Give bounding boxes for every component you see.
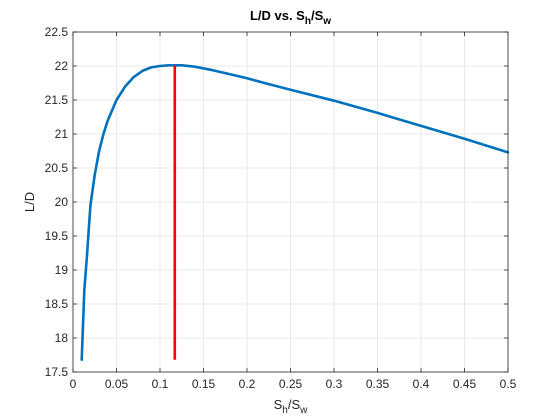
x-tick-label: 0.25 [279,377,303,391]
y-tick-label: 18.5 [45,297,69,311]
x-tick-label: 0.45 [453,377,477,391]
x-tick-label: 0 [70,377,77,391]
y-tick-label: 19 [55,263,69,277]
x-tick-label: 0.4 [413,377,430,391]
y-axis-label: L/D [22,192,37,212]
chart-title: L/D vs. Sh/Sw [250,8,331,27]
ticks: 0 0.05 0.1 0.15 0.2 0.25 0.3 0.35 0.4 0.45 0.5 17.5… [45,25,517,391]
x-tick-label: 0.3 [326,377,343,391]
series-line [80,64,510,362]
x-tick-label: 0.2 [239,377,256,391]
x-tick-label: 0.5 [500,377,517,391]
y-tick-label: 22 [55,59,69,73]
y-tick-label: 21.5 [45,93,69,107]
y-tick-label: 22.5 [45,25,69,39]
y-tick-label: 18 [55,331,69,345]
y-tick-label: 21 [55,127,69,141]
y-tick-label: 20.5 [45,161,69,175]
x-tick-label: 0.15 [192,377,216,391]
y-tick-label: 20 [55,195,69,209]
y-tick-label: 17.5 [45,365,69,379]
x-tick-label: 0.35 [366,377,390,391]
x-axis-label: Sh/Sw [274,397,309,416]
x-tick-label: 0.1 [152,377,169,391]
y-tick-label: 19.5 [45,229,69,243]
data-layer [80,64,510,362]
x-tick-label: 0.05 [105,377,129,391]
